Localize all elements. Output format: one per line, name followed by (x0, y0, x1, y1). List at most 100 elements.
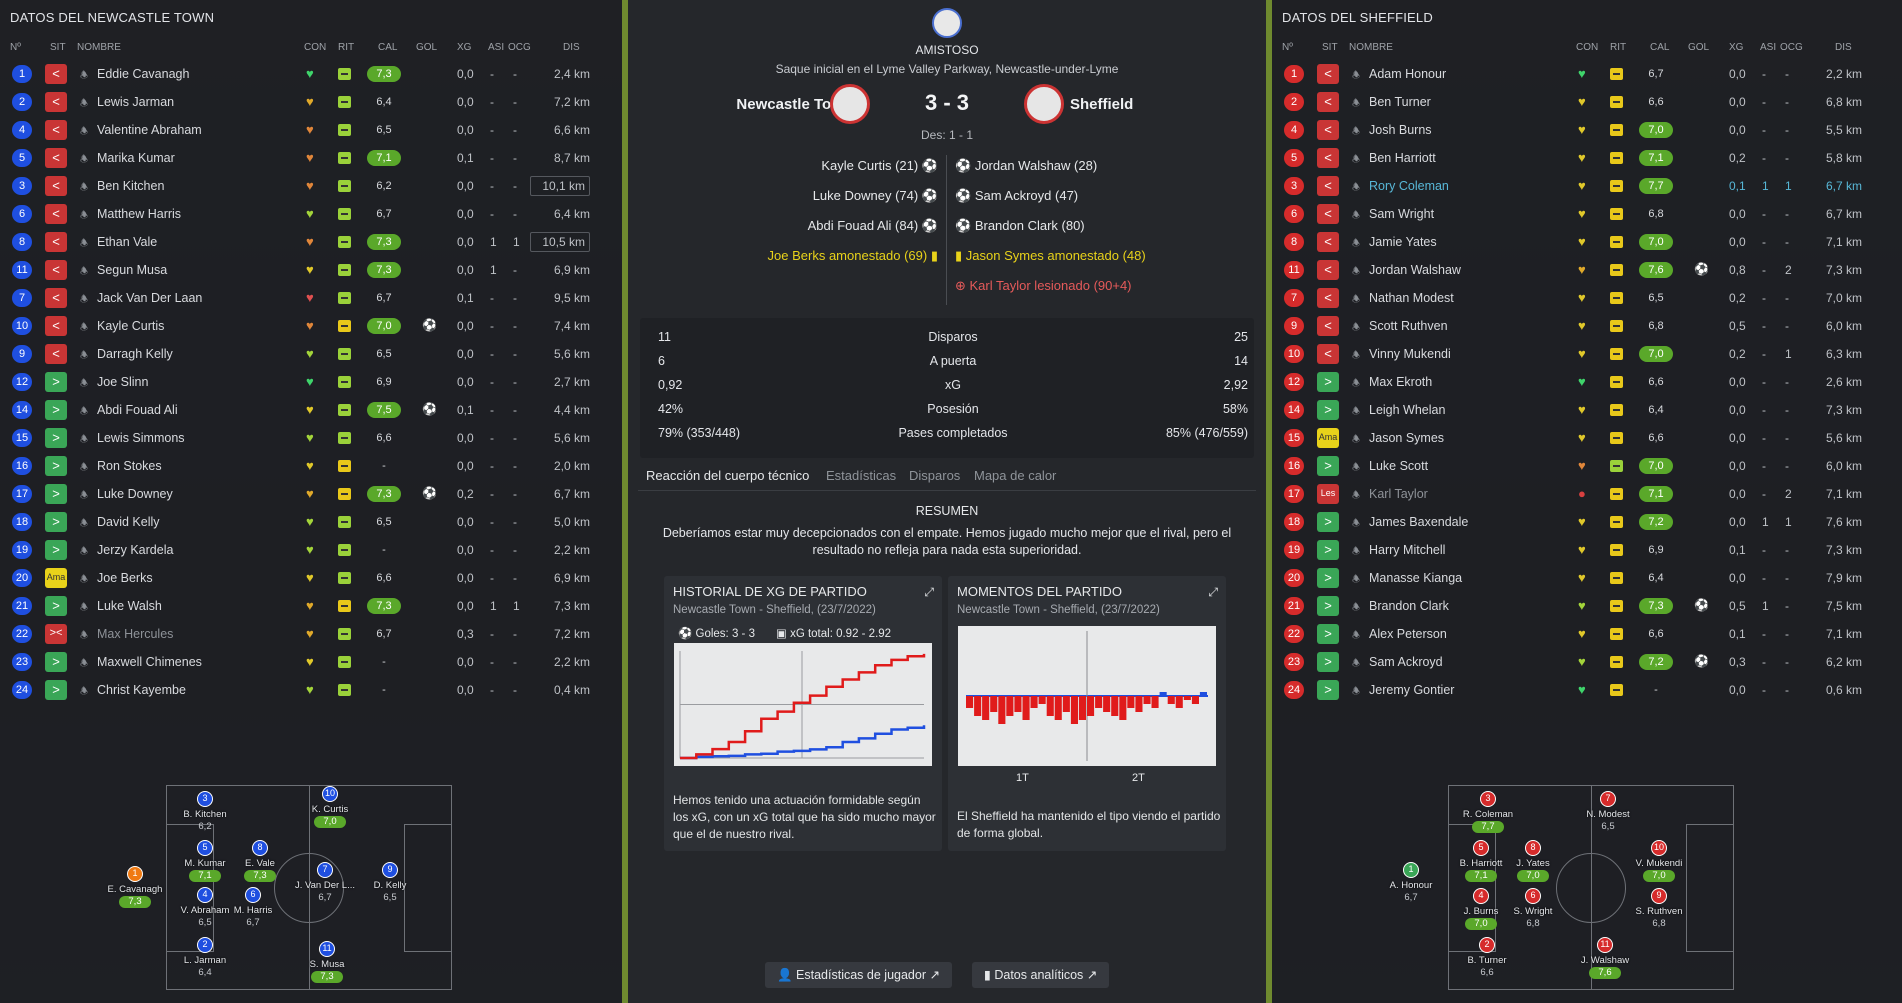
status-icon[interactable]: > (45, 512, 67, 532)
pitch-player[interactable]: 4 V. Abraham 6,5 (170, 887, 240, 929)
player-row[interactable]: 2 < 🕭 Ben Turner ♥ 6,6 0,0 - - 6,8 km (1272, 88, 1902, 116)
player-row[interactable]: 6 < 🕭 Sam Wright ♥ 6,8 0,0 - - 6,7 km (1272, 200, 1902, 228)
player-row[interactable]: 20 > 🕭 Manasse Kianga ♥ 6,4 0,0 - - 7,9 km (1272, 564, 1902, 592)
player-row[interactable]: 5 < 🕭 Ben Harriott ♥ 7,1 0,2 - - 5,8 km (1272, 144, 1902, 172)
player-name[interactable]: Darragh Kelly (97, 347, 173, 361)
pitch-player[interactable]: 6 M. Harris 6,7 (218, 887, 288, 929)
player-name[interactable]: Lewis Jarman (97, 95, 175, 109)
pitch-player[interactable]: 4 J. Burns 7,0 (1446, 888, 1516, 930)
status-icon[interactable]: > (1317, 596, 1339, 616)
status-icon[interactable]: > (1317, 512, 1339, 532)
col-header-con[interactable]: CON (304, 42, 327, 53)
player-row[interactable]: 2 < 🕭 Lewis Jarman ♥ 6,4 0,0 - - 7,2 km (0, 88, 622, 116)
player-name[interactable]: Ben Turner (1369, 95, 1431, 109)
col-header-sit[interactable]: SIT (1322, 42, 1338, 53)
pitch-player[interactable]: 2 B. Turner 6,6 (1452, 937, 1522, 979)
pitch-player[interactable]: 9 D. Kelly 6,5 (355, 862, 425, 904)
col-header-nombre[interactable]: NOMBRE (1349, 42, 1393, 53)
home-team-name[interactable]: Newcastle Town (736, 96, 852, 113)
away-team-name[interactable]: Sheffield (1070, 96, 1134, 113)
status-icon[interactable]: > (45, 540, 67, 560)
player-row[interactable]: 14 > 🕭 Abdi Fouad Ali ♥ 7,5 ⚽ 0,1 - - 4,4 km (0, 396, 622, 424)
pitch-player[interactable]: 11 J. Walshaw 7,6 (1570, 937, 1640, 979)
status-icon[interactable]: > (1317, 652, 1339, 672)
away-crest-icon[interactable] (1024, 84, 1064, 124)
player-row[interactable]: 23 > 🕭 Sam Ackroyd ♥ 7,2 ⚽ 0,3 - - 6,2 km (1272, 648, 1902, 676)
pitch-player[interactable]: 10 V. Mukendi 7,0 (1624, 840, 1694, 882)
player-name[interactable]: Alex Peterson (1369, 627, 1447, 641)
player-name[interactable]: Max Hercules (97, 627, 174, 641)
player-name[interactable]: Harry Mitchell (1369, 543, 1446, 557)
status-icon[interactable]: < (1317, 92, 1339, 112)
status-icon[interactable]: < (1317, 344, 1339, 364)
player-name[interactable]: Luke Scott (1369, 459, 1429, 473)
status-icon[interactable]: > (45, 484, 67, 504)
col-header-no[interactable]: Nº (10, 42, 21, 53)
player-name[interactable]: Lewis Simmons (97, 431, 185, 445)
analytics-button[interactable]: ▮ Datos analíticos ↗ (972, 962, 1110, 988)
player-name[interactable]: Marika Kumar (97, 151, 175, 165)
player-row[interactable]: 16 > 🕭 Luke Scott ♥ 7,0 0,0 - - 6,0 km (1272, 452, 1902, 480)
player-name[interactable]: Karl Taylor (1369, 487, 1428, 501)
player-name[interactable]: Nathan Modest (1369, 291, 1454, 305)
home-crest-icon[interactable] (830, 84, 870, 124)
player-name[interactable]: Max Ekroth (1369, 375, 1433, 389)
status-icon[interactable]: < (1317, 316, 1339, 336)
status-icon[interactable]: < (45, 92, 67, 112)
status-icon[interactable]: Ama (1317, 428, 1339, 448)
status-icon[interactable]: > (1317, 400, 1339, 420)
player-row[interactable]: 15 Ama 🕭 Jason Symes ♥ 6,6 0,0 - - 5,6 km (1272, 424, 1902, 452)
status-icon[interactable]: > (45, 456, 67, 476)
status-icon[interactable]: >< (45, 624, 67, 644)
status-icon[interactable]: > (1317, 372, 1339, 392)
player-name[interactable]: Matthew Harris (97, 207, 182, 221)
player-name[interactable]: Brandon Clark (1369, 599, 1449, 613)
expand-icon[interactable]: ⤢ (924, 585, 934, 599)
player-row[interactable]: 7 < 🕭 Jack Van Der Laan ♥ 6,7 0,1 - - 9,5 km (0, 284, 622, 312)
player-name[interactable]: Scott Ruthven (1369, 319, 1448, 333)
status-icon[interactable]: < (1317, 148, 1339, 168)
col-header-sit[interactable]: SIT (50, 42, 66, 53)
status-icon[interactable]: > (45, 596, 67, 616)
pitch-player[interactable]: 8 J. Yates 7,0 (1498, 840, 1568, 882)
player-name[interactable]: Rory Coleman (1369, 179, 1449, 193)
col-header-xg[interactable]: XG (457, 42, 472, 53)
status-icon[interactable]: < (45, 260, 67, 280)
pitch-player[interactable]: 3 R. Coleman 7,7 (1453, 791, 1523, 833)
status-icon[interactable]: < (45, 204, 67, 224)
player-row[interactable]: 10 < 🕭 Kayle Curtis ♥ 7,0 ⚽ 0,0 - - 7,4 km (0, 312, 622, 340)
player-name[interactable]: David Kelly (97, 515, 160, 529)
player-row[interactable]: 19 > 🕭 Harry Mitchell ♥ 6,9 0,1 - - 7,3 km (1272, 536, 1902, 564)
status-icon[interactable]: > (1317, 456, 1339, 476)
status-icon[interactable]: > (45, 428, 67, 448)
col-header-rit[interactable]: RIT (1610, 42, 1627, 53)
player-row[interactable]: 17 > 🕭 Luke Downey ♥ 7,3 ⚽ 0,2 - - 6,7 km (0, 480, 622, 508)
status-icon[interactable]: < (1317, 288, 1339, 308)
col-header-cal[interactable]: CAL (1650, 42, 1670, 53)
status-icon[interactable]: < (45, 64, 67, 84)
player-stats-button[interactable]: 👤 Estadísticas de jugador ↗ (765, 962, 952, 988)
player-row[interactable]: 8 < 🕭 Ethan Vale ♥ 7,3 0,0 1 1 10,5 km (0, 228, 622, 256)
player-name[interactable]: Joe Slinn (97, 375, 149, 389)
player-row[interactable]: 19 > 🕭 Jerzy Kardela ♥ - 0,0 - - 2,2 km (0, 536, 622, 564)
player-row[interactable]: 7 < 🕭 Nathan Modest ♥ 6,5 0,2 - - 7,0 km (1272, 284, 1902, 312)
col-header-ocg[interactable]: OCG (508, 42, 531, 53)
player-name[interactable]: Luke Walsh (97, 599, 162, 613)
player-row[interactable]: 20 Ama 🕭 Joe Berks ♥ 6,6 0,0 - - 6,9 km (0, 564, 622, 592)
player-name[interactable]: Maxwell Chimenes (97, 655, 202, 669)
player-name[interactable]: Leigh Whelan (1369, 403, 1446, 417)
col-header-dis[interactable]: DIS (563, 42, 580, 53)
player-name[interactable]: Jordan Walshaw (1369, 263, 1461, 277)
col-header-cal[interactable]: CAL (378, 42, 398, 53)
status-icon[interactable]: < (1317, 176, 1339, 196)
player-name[interactable]: Ron Stokes (97, 459, 162, 473)
player-name[interactable]: Manasse Kianga (1369, 571, 1463, 585)
pitch-player[interactable]: 6 S. Wright 6,8 (1498, 888, 1568, 930)
player-name[interactable]: Jamie Yates (1369, 235, 1437, 249)
status-icon[interactable]: < (45, 288, 67, 308)
status-icon[interactable]: < (45, 176, 67, 196)
player-row[interactable]: 4 < 🕭 Josh Burns ♥ 7,0 0,0 - - 5,5 km (1272, 116, 1902, 144)
player-row[interactable]: 22 > 🕭 Alex Peterson ♥ 6,6 0,1 - - 7,1 km (1272, 620, 1902, 648)
player-name[interactable]: Jerzy Kardela (97, 543, 174, 557)
col-header-xg[interactable]: XG (1729, 42, 1744, 53)
